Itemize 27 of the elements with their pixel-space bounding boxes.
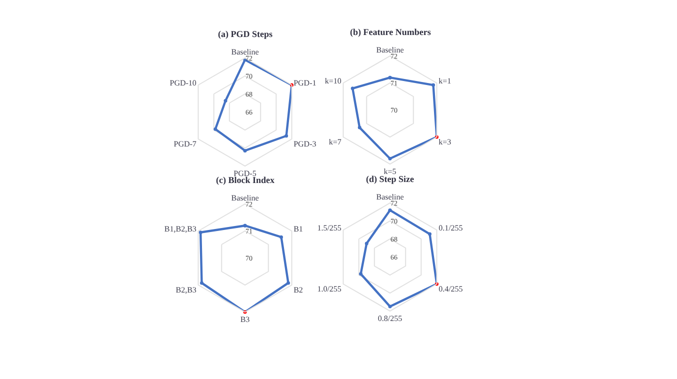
spoke-label: B2 xyxy=(294,285,303,294)
spoke-label: PGD-10 xyxy=(170,78,196,88)
spoke-label: k=3 xyxy=(438,137,452,146)
spoke-label: PGD-1 xyxy=(294,78,316,88)
spoke-label: Baseline xyxy=(376,45,404,54)
spoke-label: 1.5/255 xyxy=(317,224,342,233)
spoke-label: 0.4/255 xyxy=(438,284,463,294)
spoke-label: PGD-3 xyxy=(294,139,316,148)
spoke-label: 0.1/255 xyxy=(438,224,463,233)
spoke-label: B1 xyxy=(294,224,303,234)
spoke-label: B3 xyxy=(240,315,250,324)
spoke-label: Baseline xyxy=(231,193,260,202)
chart-title: (d) Step Size xyxy=(366,174,414,184)
spoke-label: B1,B2,B3 xyxy=(164,224,196,234)
spoke-label: k=7 xyxy=(328,137,342,146)
spoke-label: B2,B3 xyxy=(176,285,196,294)
chart-title: (a) PGD Steps xyxy=(218,29,273,39)
spoke-label: 1.0/255 xyxy=(317,284,342,294)
spoke-label: k=10 xyxy=(324,76,342,86)
spoke-label: 0.8/255 xyxy=(378,314,402,324)
spoke-label: Baseline xyxy=(231,47,260,56)
spoke-label: k=1 xyxy=(438,76,452,86)
spoke-label: PGD-7 xyxy=(174,139,196,148)
chart-title: (b) Feature Numbers xyxy=(350,27,432,37)
chart-title: (c) Block Index xyxy=(216,175,275,185)
spoke-label: k=5 xyxy=(384,167,396,176)
spoke-label: Baseline xyxy=(376,192,404,202)
